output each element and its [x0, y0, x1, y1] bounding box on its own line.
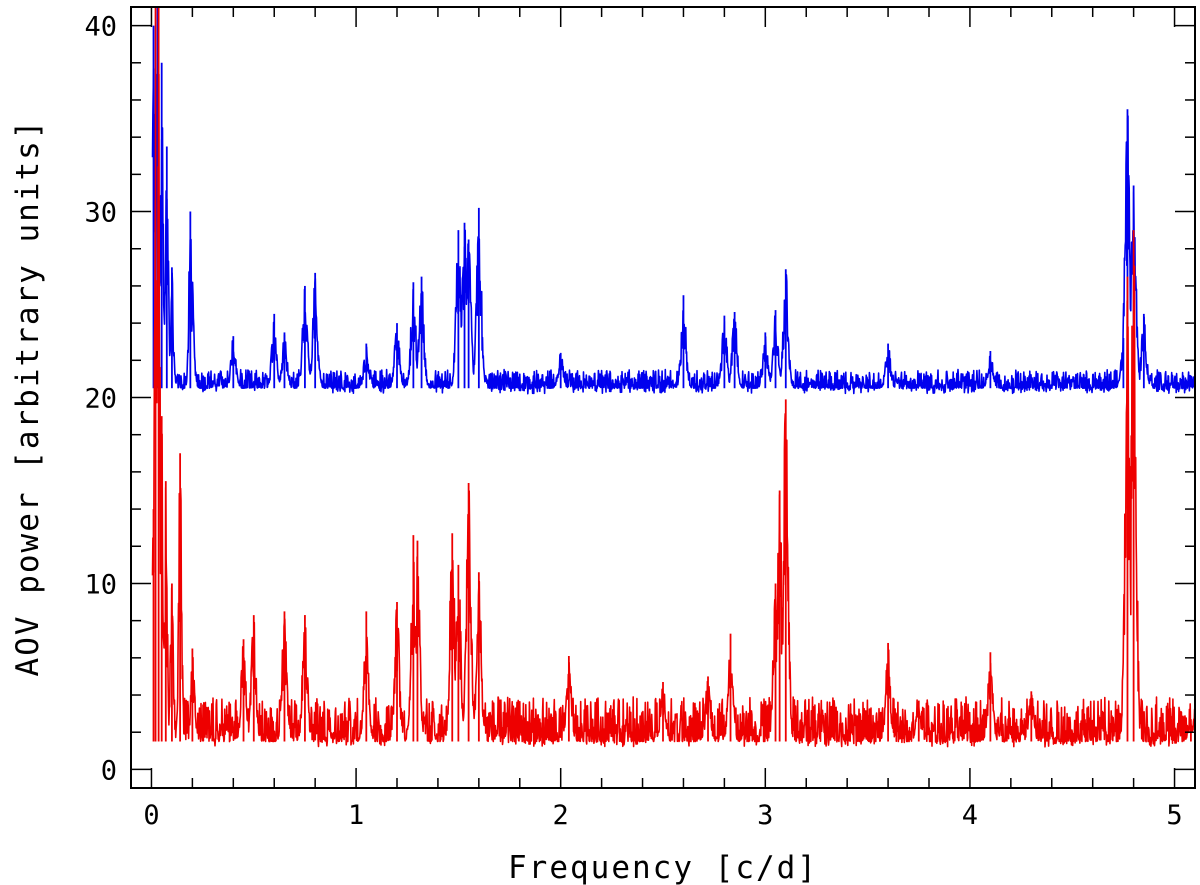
- y-tick-label: 30: [84, 198, 117, 229]
- upper-series-line: [151, 68, 1195, 395]
- y-tick-label: 20: [84, 384, 117, 415]
- y-tick-label: 10: [84, 569, 117, 600]
- x-tick-label: 2: [553, 800, 569, 831]
- y-tick-label: 40: [84, 12, 117, 43]
- x-tick-label: 5: [1166, 800, 1182, 831]
- tick-marks: [131, 7, 1195, 788]
- tick-labels: 0 1 2 3 4 5 0 10 20 30 40: [84, 12, 1182, 831]
- y-tick-label: 0: [101, 755, 117, 786]
- x-tick-label: 3: [757, 800, 773, 831]
- x-tick-label: 1: [348, 800, 364, 831]
- x-axis-title: Frequency [c/d]: [508, 850, 818, 885]
- lower-series-line: [151, 73, 1195, 748]
- x-tick-label: 4: [962, 800, 978, 831]
- y-axis-title: AOV power [arbitrary units]: [10, 119, 46, 677]
- series-layer: [151, 7, 1195, 748]
- x-tick-label: 0: [143, 800, 159, 831]
- plot-frame: [130, 6, 1196, 789]
